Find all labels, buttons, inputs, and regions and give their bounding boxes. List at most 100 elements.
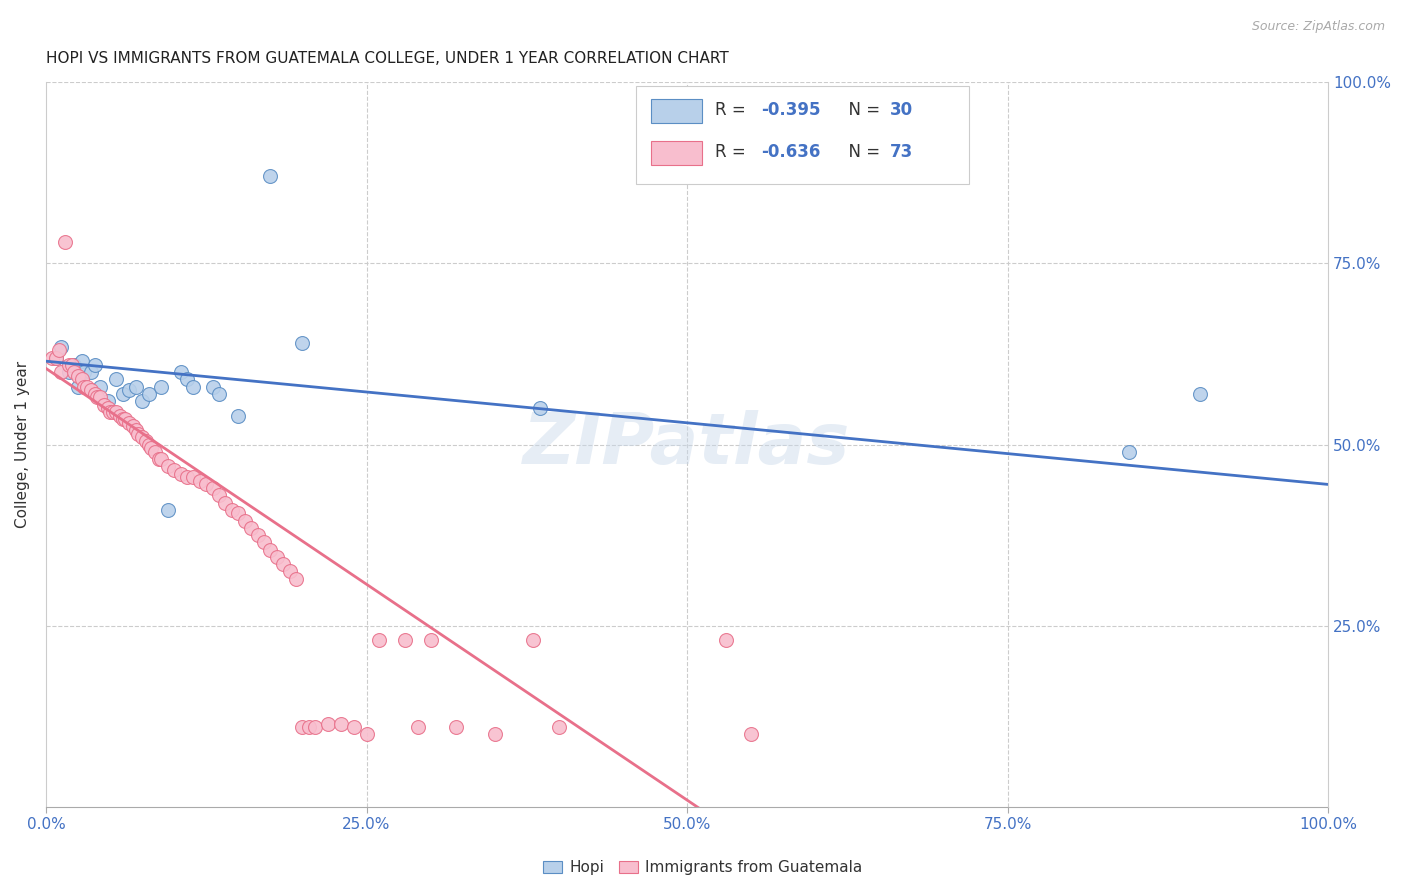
Point — [53, 235, 76, 249]
Point — [89, 391, 111, 405]
Point — [522, 633, 544, 648]
Y-axis label: College, Under 1 year: College, Under 1 year — [15, 361, 30, 528]
Point — [138, 437, 160, 451]
Point — [80, 365, 103, 379]
Point — [208, 488, 231, 502]
Point — [114, 412, 136, 426]
Text: ZIPatlas: ZIPatlas — [523, 410, 851, 479]
Point — [58, 358, 80, 372]
Point — [291, 720, 314, 734]
Point — [394, 633, 416, 648]
Text: N =: N = — [838, 102, 886, 120]
Point — [122, 419, 145, 434]
Point — [304, 720, 326, 734]
Point — [208, 386, 231, 401]
Point — [111, 386, 134, 401]
Point — [714, 633, 737, 648]
Point — [278, 565, 301, 579]
Point — [101, 405, 124, 419]
Point — [125, 379, 148, 393]
Point — [298, 720, 321, 734]
Point — [118, 416, 141, 430]
Point — [271, 557, 294, 571]
Point — [183, 470, 205, 484]
Point — [150, 452, 173, 467]
Point — [66, 379, 89, 393]
Point — [86, 391, 108, 405]
Point — [45, 351, 67, 365]
Point — [148, 452, 170, 467]
Point — [73, 365, 96, 379]
Point — [51, 340, 73, 354]
Point — [58, 365, 80, 379]
Point — [740, 727, 762, 741]
Point — [406, 720, 429, 734]
Legend: Hopi, Immigrants from Guatemala: Hopi, Immigrants from Guatemala — [538, 855, 868, 880]
Point — [419, 633, 441, 648]
FancyBboxPatch shape — [651, 141, 703, 166]
Text: N =: N = — [838, 144, 886, 161]
Point — [547, 720, 569, 734]
Point — [1188, 386, 1211, 401]
Point — [183, 379, 205, 393]
Text: -0.636: -0.636 — [762, 144, 821, 161]
Text: R =: R = — [716, 102, 751, 120]
Point — [156, 503, 179, 517]
Point — [83, 358, 105, 372]
Point — [329, 716, 352, 731]
Point — [233, 514, 256, 528]
Point — [51, 365, 73, 379]
Point — [201, 379, 224, 393]
Point — [246, 528, 269, 542]
Point — [89, 379, 111, 393]
Point — [259, 542, 281, 557]
Point — [96, 401, 118, 416]
Text: 30: 30 — [890, 102, 912, 120]
Point — [118, 383, 141, 397]
Text: HOPI VS IMMIGRANTS FROM GUATEMALA COLLEGE, UNDER 1 YEAR CORRELATION CHART: HOPI VS IMMIGRANTS FROM GUATEMALA COLLEG… — [46, 51, 728, 66]
Text: Source: ZipAtlas.com: Source: ZipAtlas.com — [1251, 20, 1385, 33]
Point — [221, 503, 243, 517]
Point — [125, 423, 148, 437]
Point — [226, 507, 249, 521]
Point — [63, 358, 86, 372]
Point — [127, 426, 149, 441]
Text: -0.395: -0.395 — [762, 102, 821, 120]
FancyBboxPatch shape — [651, 99, 703, 123]
Point — [111, 412, 134, 426]
FancyBboxPatch shape — [636, 86, 969, 184]
Point — [201, 481, 224, 495]
Point — [80, 383, 103, 397]
Point — [73, 379, 96, 393]
Point — [143, 445, 166, 459]
Point — [176, 470, 198, 484]
Point — [169, 467, 191, 481]
Point — [484, 727, 506, 741]
Point — [368, 633, 391, 648]
Point — [150, 379, 173, 393]
Point — [63, 365, 86, 379]
Point — [156, 459, 179, 474]
Point — [138, 386, 160, 401]
Point — [259, 169, 281, 184]
Point — [70, 372, 93, 386]
Point — [105, 372, 128, 386]
Point — [188, 474, 211, 488]
Point — [163, 463, 186, 477]
Point — [110, 409, 132, 423]
Point — [105, 405, 128, 419]
Point — [285, 572, 308, 586]
Point — [316, 716, 339, 731]
Point — [529, 401, 551, 416]
Point — [98, 405, 121, 419]
Point — [131, 430, 153, 444]
Point — [195, 477, 218, 491]
Point — [291, 336, 314, 351]
Point — [83, 386, 105, 401]
Point — [169, 365, 191, 379]
Point — [70, 354, 93, 368]
Point — [214, 495, 236, 509]
Point — [131, 394, 153, 409]
Point — [356, 727, 378, 741]
Point — [66, 368, 89, 383]
